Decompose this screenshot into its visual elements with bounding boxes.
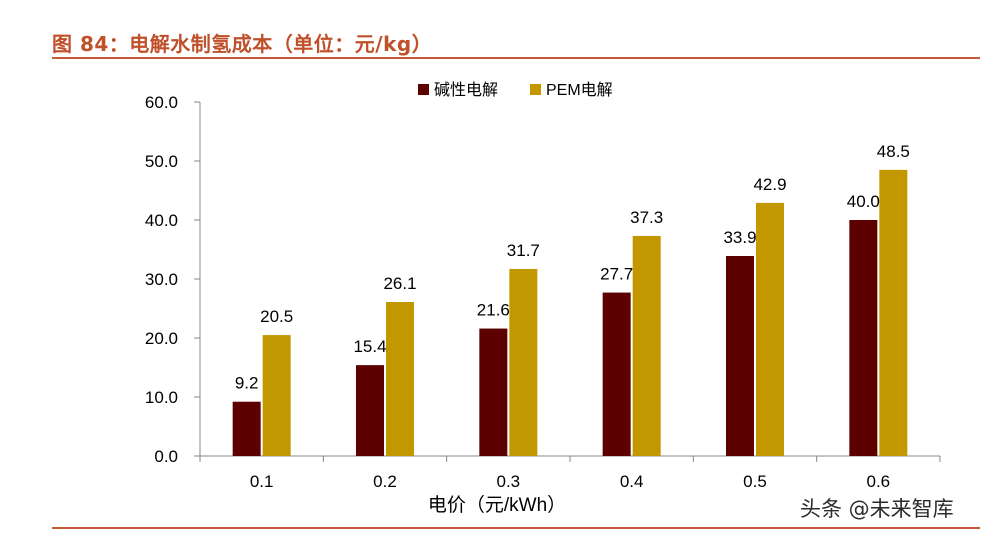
data-labels: 9.2 15.4 21.6 27.7 33.9 40.0 20.5 26.1 31.7 37.3 4…	[235, 142, 910, 393]
bar-series-1	[479, 328, 508, 456]
bar-series-2	[509, 268, 538, 456]
bar-value-label: 20.5	[260, 307, 293, 326]
legend-label: 碱性电解	[434, 81, 498, 99]
bar-series-1	[602, 292, 631, 456]
bar-value-label: 40.0	[847, 192, 880, 211]
bar-value-label: 42.9	[753, 175, 786, 194]
x-tick-label: 0.1	[250, 472, 274, 491]
x-tick-label: 0.4	[620, 472, 644, 491]
y-tick-label: 40.0	[145, 211, 178, 230]
bar-value-label: 31.7	[507, 241, 540, 260]
bar-value-label: 9.2	[235, 374, 259, 393]
y-tick-label: 50.0	[145, 152, 178, 171]
bar-value-label: 27.7	[600, 265, 633, 284]
bar-series-2	[262, 335, 291, 456]
x-tick-label: 0.6	[867, 472, 891, 491]
figure-title: 图 84：电解水制氢成本（单位：元/kg）	[52, 32, 433, 56]
x-tick-label: 0.5	[743, 472, 767, 491]
legend-swatch	[530, 84, 541, 95]
bar-series-2	[386, 302, 414, 456]
bar-series-2	[632, 235, 661, 456]
title-divider	[52, 57, 980, 59]
bar-series-1	[232, 401, 261, 456]
bars	[232, 169, 908, 456]
y-tick-label: 10.0	[145, 388, 178, 407]
bar-series-1	[356, 365, 384, 456]
x-tick-label: 0.3	[497, 472, 521, 491]
x-tick-label: 0.2	[373, 472, 397, 491]
y-tick-label: 30.0	[145, 270, 178, 289]
bar-value-label: 37.3	[630, 208, 663, 227]
x-axis: 0.1 0.2 0.3 0.4 0.5 0.6	[199, 455, 941, 491]
legend: 碱性电解 PEM电解	[418, 81, 613, 99]
watermark: 头条 @未来智库	[800, 497, 954, 521]
y-tick-label: 0.0	[154, 447, 178, 466]
bar-series-2	[756, 202, 784, 456]
legend-swatch	[418, 84, 429, 95]
y-axis: 0.0 10.0 20.0 30.0 40.0 50.0 60.0	[145, 93, 201, 466]
bar-series-1	[849, 220, 878, 456]
bar-value-label: 26.1	[383, 274, 416, 293]
bar-value-label: 33.9	[723, 228, 756, 247]
bar-value-label: 48.5	[877, 142, 910, 161]
bar-value-label: 21.6	[477, 301, 510, 320]
bar-series-1	[726, 255, 754, 456]
y-tick-label: 60.0	[145, 93, 178, 112]
x-axis-title: 电价（元/kWh）	[428, 494, 566, 516]
footer-divider	[52, 527, 980, 529]
bar-value-label: 15.4	[353, 337, 386, 356]
bar-series-2	[879, 169, 908, 456]
y-tick-label: 20.0	[145, 329, 178, 348]
legend-label: PEM电解	[546, 81, 613, 99]
